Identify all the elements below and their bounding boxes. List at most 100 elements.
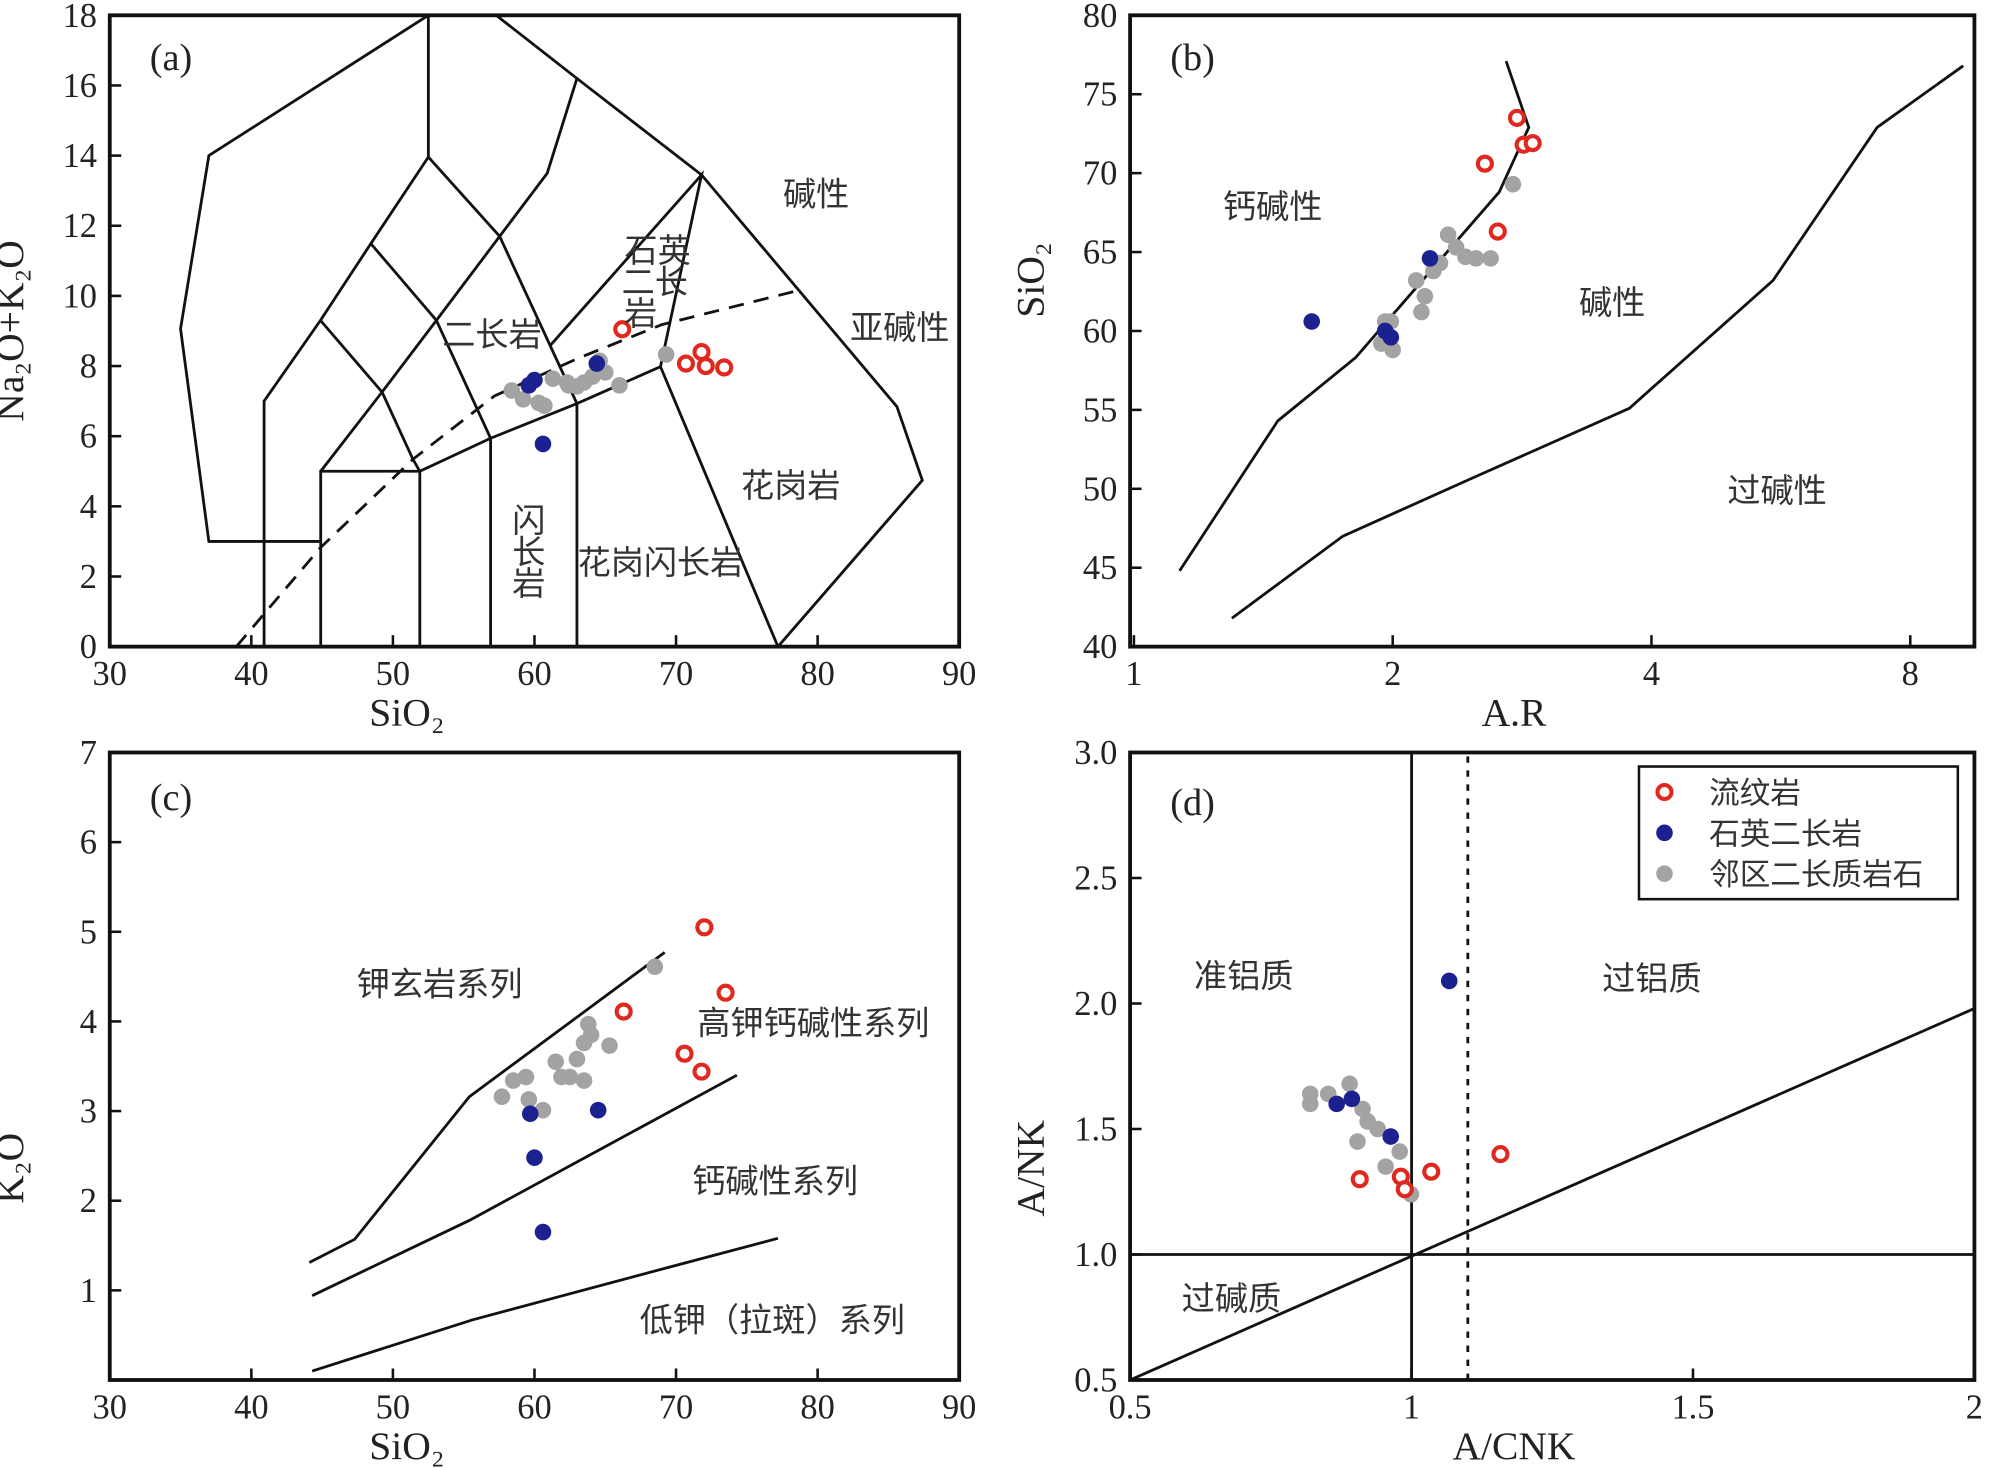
point-neighbor	[514, 391, 532, 408]
legend-marker-neighbor	[1656, 865, 1673, 882]
point-neighbor	[1377, 1158, 1394, 1175]
x-tick-label: 50	[376, 1388, 410, 1426]
point-quartz-monzonite	[534, 1223, 552, 1241]
point-rhyolite	[614, 1002, 633, 1021]
point-quartz-monzonite	[1421, 250, 1439, 267]
boundary-line	[1130, 1007, 1975, 1380]
point-rhyolite	[613, 320, 632, 339]
x-tick-label: 70	[659, 655, 693, 693]
point-neighbor	[1413, 303, 1430, 321]
point-quartz-monzonite	[1382, 1128, 1399, 1145]
region-label: 岩	[624, 294, 657, 333]
point-neighbor	[1482, 250, 1499, 267]
boundary-line	[380, 319, 438, 393]
x-tick-label: 2	[1384, 655, 1401, 693]
point-rhyolite	[1395, 1180, 1414, 1199]
region-label: 钙碱性系列	[692, 1161, 858, 1200]
panel-a: 30 40 50 60 70 80 90 0 2 4 6 8 10 12 14 16 18 SiO₂ Na₂O+K₂…	[0, 0, 976, 735]
panel-c: 30 40 50 60 70 80 90 1 2 3 4 5 6 7 SiO₂ K₂O (c) 钾玄岩系列高钾钙碱…	[0, 734, 976, 1468]
y-tick-label: 12	[63, 207, 97, 245]
x-tick-label: 0.5	[1109, 1388, 1152, 1426]
region-label: 二长	[622, 262, 688, 301]
region-label: 碱性	[783, 175, 849, 214]
y-tick-label: 6	[80, 824, 97, 862]
legend-marker-rhyolite	[1655, 782, 1674, 802]
point-neighbor	[503, 382, 521, 399]
y-tick-label: 7	[80, 734, 97, 772]
point-neighbor	[611, 377, 628, 394]
point-quartz-monzonite	[1440, 972, 1458, 990]
point-neighbor	[1301, 1095, 1319, 1113]
boundary-line	[179, 15, 430, 543]
y-tick-label: 6	[80, 418, 97, 456]
dashed-boundary-line	[235, 289, 797, 647]
y-axis-title: Na₂O+K₂O	[0, 240, 32, 422]
point-quartz-monzonite	[1382, 328, 1400, 346]
x-tick-label: 8	[1902, 655, 1919, 693]
region-label: 亚碱性	[850, 308, 949, 347]
y-tick-label: 3.0	[1074, 734, 1117, 772]
boundary-line	[319, 319, 422, 472]
legend-box	[1637, 765, 1960, 901]
y-tick-label: 50	[1083, 470, 1117, 508]
point-neighbor	[493, 1088, 511, 1106]
region-label: 闪	[512, 501, 545, 540]
region-label: 花岗岩	[741, 466, 840, 505]
y-tick-label: 5	[80, 913, 97, 951]
region-label: 过碱质	[1182, 1279, 1281, 1318]
y-tick-label: 0	[80, 628, 97, 666]
y-tick-label: 45	[1083, 549, 1117, 587]
point-neighbor	[1354, 1100, 1371, 1118]
point-rhyolite	[1491, 1145, 1510, 1164]
legend-label: 邻区二长质岩石	[1709, 858, 1923, 893]
plot-frame	[107, 750, 962, 1382]
x-tick-label: 60	[517, 655, 551, 693]
x-tick-label: 70	[659, 1388, 693, 1426]
x-tick-label: 30	[93, 655, 127, 693]
plot-area	[1130, 752, 1975, 1380]
y-tick-label: 2	[80, 558, 97, 596]
x-tick-label: 1	[1403, 1388, 1420, 1426]
region-label: 花岗闪长岩	[578, 543, 744, 582]
y-axis-title: A/NK	[1008, 1120, 1052, 1217]
point-neighbor	[1425, 262, 1442, 280]
y-tick-label: 18	[63, 0, 97, 35]
boundary-line	[319, 169, 705, 647]
plot-frame	[1128, 750, 1977, 1382]
boundary-line	[319, 391, 384, 473]
y-axis-title: K₂O	[0, 1133, 32, 1204]
panel-d: 0.5 1 1.5 2 0.5 1.0 1.5 2.0 2.5 3.0 A/CNK A/NK (d) 准铝…	[1008, 734, 1983, 1468]
panel-label: (b)	[1170, 37, 1215, 79]
point-neighbor	[657, 346, 675, 363]
point-neighbor	[1349, 1133, 1366, 1150]
region-label: 过铝质	[1602, 959, 1701, 998]
x-tick-label: 60	[517, 1388, 551, 1426]
panel-label: (a)	[150, 37, 192, 79]
y-tick-label: 1	[80, 1272, 97, 1310]
point-rhyolite	[692, 342, 711, 362]
point-neighbor	[517, 1068, 535, 1086]
point-quartz-monzonite	[521, 1105, 539, 1123]
boundary-line	[1178, 60, 1531, 572]
point-neighbor	[582, 1026, 600, 1044]
x-tick-label: 90	[942, 655, 976, 693]
x-axis-title: A/CNK	[1453, 1424, 1576, 1468]
region-label: 准铝质	[1194, 956, 1293, 995]
region-label: 钾玄岩系列	[357, 964, 523, 1003]
point-neighbor	[1391, 1143, 1409, 1160]
y-tick-label: 40	[1083, 628, 1117, 666]
point-neighbor	[553, 1068, 570, 1086]
boundary-line	[262, 78, 579, 647]
point-rhyolite	[676, 354, 696, 373]
point-quartz-monzonite	[1328, 1095, 1345, 1113]
y-tick-label: 2.0	[1074, 985, 1117, 1023]
point-quartz-monzonite	[526, 371, 543, 389]
point-rhyolite	[1422, 1162, 1441, 1181]
point-quartz-monzonite	[534, 435, 552, 453]
region-label: 长	[512, 532, 545, 571]
point-quartz-monzonite	[588, 355, 606, 372]
point-quartz-monzonite	[526, 1149, 543, 1166]
point-neighbor	[1341, 1075, 1358, 1093]
